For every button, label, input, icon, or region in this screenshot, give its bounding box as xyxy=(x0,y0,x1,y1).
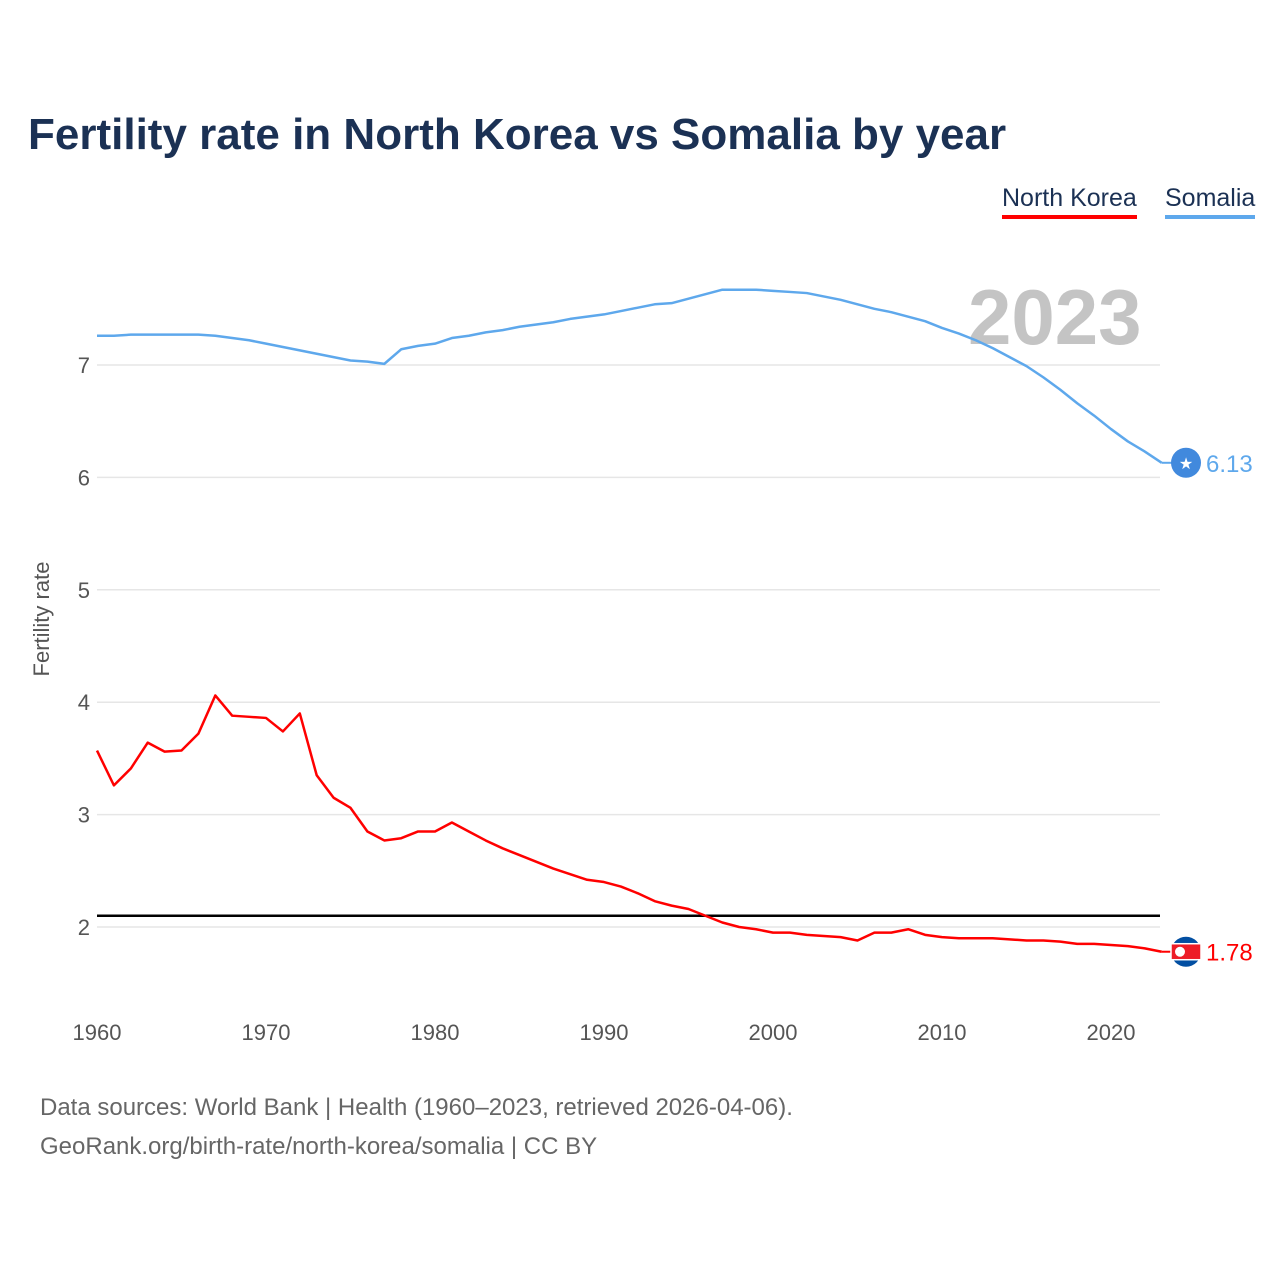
x-tick-label: 1980 xyxy=(411,1020,460,1045)
legend-north-korea[interactable]: North Korea xyxy=(1002,184,1137,219)
flag-star-disc xyxy=(1175,946,1185,957)
year-label: 2023 xyxy=(968,273,1142,361)
y-tick-label: 3 xyxy=(78,803,90,828)
x-tick-label: 2020 xyxy=(1087,1020,1136,1045)
end-value-label: 6.13 xyxy=(1206,451,1253,478)
chart-title: Fertility rate in North Korea vs Somalia… xyxy=(28,110,1007,159)
legend-somalia[interactable]: Somalia xyxy=(1165,184,1256,219)
y-tick-label: 5 xyxy=(78,578,90,603)
y-tick-label: 6 xyxy=(78,465,90,490)
somalia-flag-icon xyxy=(1171,447,1201,478)
y-tick-label: 2 xyxy=(78,915,90,940)
x-tick-label: 1960 xyxy=(73,1020,122,1045)
series-line-somalia xyxy=(97,288,1163,464)
end-value-label: 1.78 xyxy=(1206,940,1253,967)
series-line-north-korea xyxy=(95,694,1162,953)
source-line-1: Data sources: World Bank | Health (1960–… xyxy=(40,1094,793,1121)
source-note: Data sources: World Bank | Health (1960–… xyxy=(40,1088,793,1166)
star-icon: ★ xyxy=(1179,456,1193,473)
x-tick-label: 2000 xyxy=(749,1020,798,1045)
x-tick-label: 2010 xyxy=(918,1020,967,1045)
y-tick-label: 4 xyxy=(78,690,90,715)
x-tick-label: 1970 xyxy=(242,1020,291,1045)
y-tick-label: 7 xyxy=(78,353,90,378)
source-line-2[interactable]: GeoRank.org/birth-rate/north-korea/somal… xyxy=(40,1133,598,1160)
x-tick-label: 1990 xyxy=(580,1020,629,1045)
